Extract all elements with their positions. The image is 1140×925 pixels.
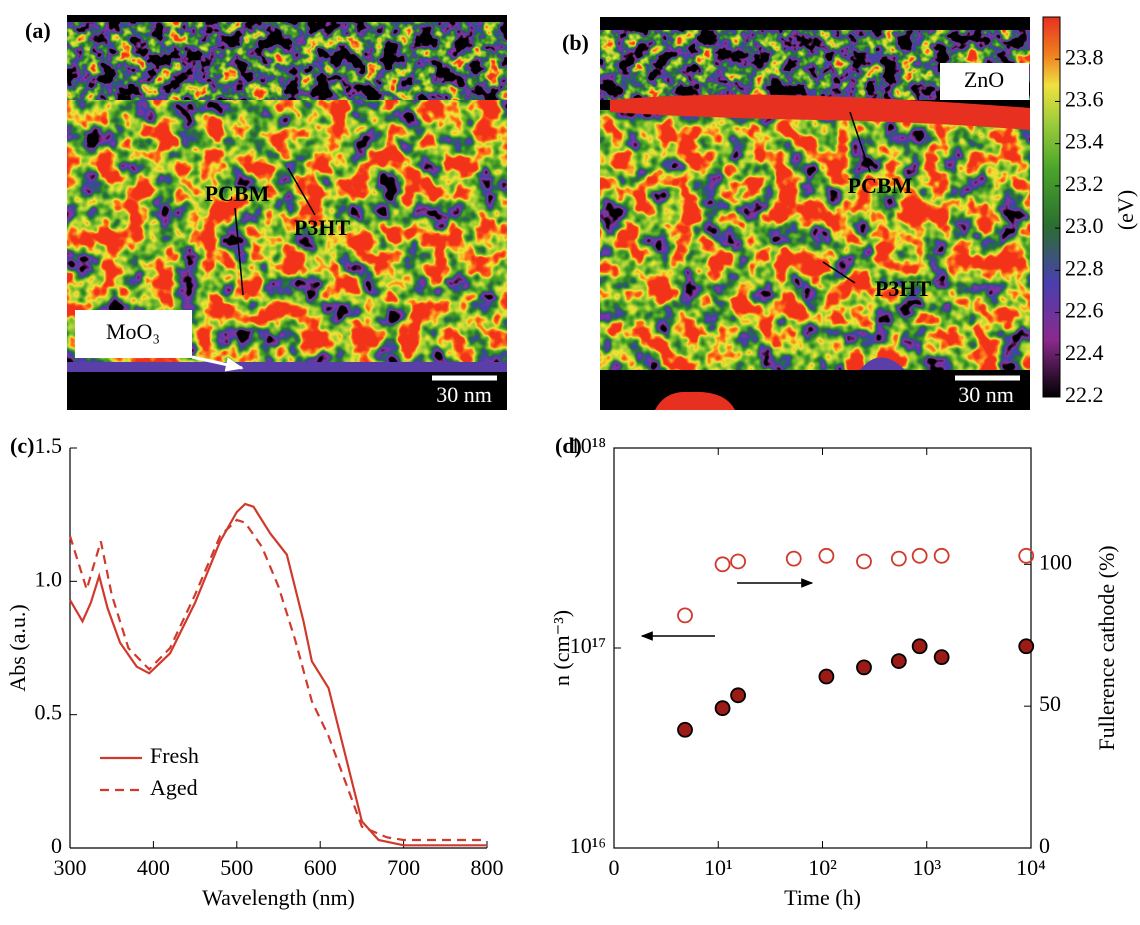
arrow bbox=[191, 355, 244, 372]
pointer bbox=[287, 167, 316, 216]
y-tick-label: 1.0 bbox=[35, 566, 63, 591]
y-tick-label: 10¹⁸ bbox=[570, 433, 606, 458]
zno-label: ZnO bbox=[964, 67, 1004, 92]
pcbm-label: PCBM bbox=[848, 173, 913, 198]
x-tick-label: 10² bbox=[808, 855, 837, 880]
colorbar-tick-label: 23.0 bbox=[1065, 213, 1104, 238]
y-tick-label: 10¹⁷ bbox=[570, 633, 606, 658]
point bbox=[730, 687, 746, 704]
legend-label: Fresh bbox=[150, 743, 199, 768]
x-tick-label: 10⁴ bbox=[1016, 855, 1046, 880]
x-tick-label: 600 bbox=[304, 855, 337, 880]
axes-box bbox=[613, 447, 1032, 849]
x-tick-label: 300 bbox=[54, 855, 87, 880]
colorbar-tick-label: 23.4 bbox=[1065, 129, 1104, 154]
point bbox=[677, 721, 693, 738]
point bbox=[677, 607, 693, 624]
pointer bbox=[849, 111, 871, 173]
pointer bbox=[822, 261, 856, 284]
chart-1: (d) 0 10¹ 10² 10³ 10⁴ 10¹⁶ 10¹⁷ 10¹⁸ 0 50 100 Time (… bbox=[549, 433, 1119, 910]
x-tick-label: 700 bbox=[387, 855, 420, 880]
moo3-layer bbox=[67, 362, 507, 372]
y-tick-label: 10¹⁶ bbox=[570, 833, 606, 858]
y2-tick-label: 100 bbox=[1039, 549, 1072, 574]
colorbar-tick-label: 22.4 bbox=[1065, 340, 1104, 365]
point bbox=[890, 550, 907, 567]
chart-0: (c) 300 400 500 600 700 800 0 0.5 1.0 1.5 Wavelengt… bbox=[5, 433, 503, 910]
point bbox=[890, 653, 907, 670]
y2-axis-label: Fullerence cathode (%) bbox=[1094, 545, 1119, 750]
colorbar-tick-label: 22.8 bbox=[1065, 255, 1104, 280]
x-tick-label: 10¹ bbox=[704, 855, 733, 880]
x-tick-label: 500 bbox=[220, 855, 253, 880]
panel-label: (b) bbox=[562, 30, 589, 55]
point bbox=[1018, 547, 1035, 564]
y-tick-label: 1.5 bbox=[35, 433, 63, 458]
panel-label: (a) bbox=[25, 18, 51, 43]
label-box bbox=[945, 384, 1027, 410]
point bbox=[1018, 638, 1035, 655]
colorbar-tick-label: 23.2 bbox=[1065, 171, 1104, 196]
x-tick-label: 400 bbox=[137, 855, 170, 880]
point bbox=[856, 553, 872, 570]
colorbar-tick-label: 22.6 bbox=[1065, 298, 1104, 323]
pcbm-label: PCBM bbox=[205, 181, 270, 206]
x-tick-label: 0 bbox=[609, 855, 620, 880]
colorbar-tick-label: 22.2 bbox=[1065, 382, 1104, 407]
active-layer bbox=[600, 110, 1030, 370]
image-a: MoO₃ PCBM P3HT 30 nm (a) bbox=[25, 15, 507, 410]
y-tick-label: 0 bbox=[51, 833, 62, 858]
p3ht-label: P3HT bbox=[294, 215, 351, 240]
point bbox=[911, 547, 928, 564]
point bbox=[818, 668, 835, 685]
colorbar: (eV) bbox=[1042, 16, 1138, 398]
y-tick-label: 0.5 bbox=[35, 700, 63, 725]
bump bbox=[860, 357, 905, 370]
legend-label: Aged bbox=[150, 775, 198, 800]
scale-label: 30 nm bbox=[958, 382, 1014, 407]
x-tick-label: 800 bbox=[471, 855, 504, 880]
point bbox=[933, 649, 950, 666]
moo3-label: MoO₃ bbox=[106, 319, 160, 344]
point bbox=[933, 547, 950, 564]
point bbox=[785, 550, 802, 567]
colorbar-tick-label: 23.6 bbox=[1065, 86, 1104, 111]
label-box bbox=[75, 310, 192, 358]
blob bbox=[655, 391, 735, 410]
y2-tick-label: 0 bbox=[1039, 833, 1050, 858]
y2-tick-label: 50 bbox=[1039, 691, 1061, 716]
scale-label: 30 nm bbox=[436, 382, 492, 407]
x-axis-label: Time (h) bbox=[784, 885, 861, 910]
point bbox=[856, 659, 872, 676]
colorbar-tick-label: 23.8 bbox=[1065, 44, 1104, 69]
point bbox=[714, 556, 731, 573]
label-box bbox=[940, 63, 1029, 100]
pointer bbox=[234, 207, 244, 296]
point bbox=[818, 547, 835, 564]
panel-label: (d) bbox=[555, 433, 582, 458]
colorbar-label: (eV) bbox=[1113, 190, 1138, 230]
image-b: ZnO PCBM P3HT 30 nm (b) bbox=[562, 17, 1030, 410]
point bbox=[730, 553, 746, 570]
pcbm-layer bbox=[610, 94, 1030, 130]
label-box bbox=[425, 384, 505, 410]
point bbox=[911, 638, 928, 655]
line bbox=[68, 518, 487, 842]
panel-label: (c) bbox=[10, 433, 34, 458]
colorbar-scale bbox=[1042, 16, 1061, 398]
line bbox=[69, 502, 487, 847]
p3ht-label: P3HT bbox=[875, 276, 932, 301]
point bbox=[714, 700, 731, 717]
x-tick-label: 10³ bbox=[912, 855, 941, 880]
y-axis-label: Abs (a.u.) bbox=[5, 604, 30, 691]
y-axis-label: n (cm⁻³) bbox=[549, 610, 574, 686]
top-layer bbox=[67, 22, 507, 100]
x-axis-label: Wavelength (nm) bbox=[202, 885, 355, 910]
